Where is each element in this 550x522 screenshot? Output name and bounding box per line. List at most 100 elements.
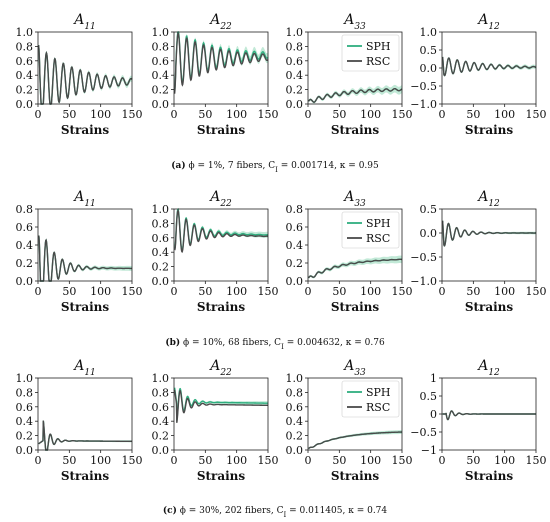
y-tick-label: 0.0 — [16, 275, 34, 288]
x-axis-label: Strains — [465, 469, 514, 483]
y-tick-label: −1.0 — [410, 275, 437, 288]
y-tick-label: 0.8 — [152, 386, 170, 399]
y-tick-label: 1.0 — [16, 26, 34, 39]
y-tick-label: 0.2 — [286, 257, 304, 270]
axes-frame — [173, 31, 269, 105]
y-tick-label: 1 — [430, 372, 437, 385]
panel-r1-c0: A11 0 50 100 150 0.0 0.2 0.4 0.6 0.8 Strains — [16, 189, 143, 314]
y-tick-label: 0.2 — [152, 430, 170, 443]
panel-title: A11 — [72, 189, 96, 209]
x-axis-label: Strains — [331, 300, 380, 314]
legend: SPH RSC — [341, 380, 400, 418]
x-axis-label: Strains — [61, 300, 110, 314]
x-tick-label: 100 — [226, 108, 247, 121]
series-line-rsc — [308, 258, 403, 279]
panel-r0-c2: A33 0 50 100 150 0.00.2 0.40.6 0.81.0 Strains SPH… — [286, 12, 413, 137]
panel-r1-c1: A22 0 50 100 150 0.00.2 0.40.6 0.81.0 Strains — [152, 189, 279, 314]
panel-title: A11 — [72, 358, 96, 378]
y-tick-label: 0.5 — [420, 44, 438, 57]
x-tick-label: 100 — [360, 454, 381, 467]
x-tick-label: 150 — [122, 108, 143, 121]
x-tick-label: 50 — [198, 285, 212, 298]
x-tick-label: 0 — [439, 454, 446, 467]
y-tick-label: −1.0 — [410, 98, 437, 111]
y-tick-label: 0.4 — [286, 69, 304, 82]
panel-r2-c1: A22 0 50 100 150 0.00.2 0.40.6 0.81.0 Strains — [152, 358, 279, 483]
series-line-rsc — [441, 56, 537, 77]
y-tick-label: 0.6 — [16, 55, 34, 68]
panel-r1-c3: A12 0 50 100 150 −1.0 −0.5 0.0 0.5 Strains — [410, 189, 546, 314]
y-tick-label: 0.4 — [152, 246, 170, 259]
series-line-rsc — [37, 235, 132, 282]
axes-frame — [173, 208, 269, 282]
panel-r2-c2: A33 0 50 100 150 0.00.2 0.40.6 0.81.0 Strains SPH… — [286, 358, 413, 483]
y-tick-label: 1.0 — [152, 26, 170, 39]
y-tick-label: 0.0 — [16, 444, 34, 457]
x-tick-label: 50 — [198, 454, 212, 467]
series-line-rsc — [441, 220, 537, 247]
y-tick-label: 0.4 — [286, 415, 304, 428]
x-tick-label: 150 — [526, 285, 547, 298]
sph-confidence-band — [38, 234, 132, 281]
y-tick-label: 0.0 — [420, 227, 438, 240]
panel-title: A22 — [208, 12, 232, 32]
series-line-rsc — [308, 431, 403, 450]
x-axis-label: Strains — [197, 123, 246, 137]
x-tick-label: 50 — [332, 454, 346, 467]
y-tick-label: −0.5 — [410, 426, 437, 439]
y-tick-label: 0.0 — [286, 444, 304, 457]
y-tick-label: 0.2 — [286, 430, 304, 443]
x-tick-label: 0 — [35, 108, 42, 121]
x-tick-label: 100 — [90, 285, 111, 298]
x-tick-label: 0 — [305, 285, 312, 298]
y-tick-label: 0.6 — [152, 401, 170, 414]
legend: SPH RSC — [341, 211, 400, 249]
y-tick-label: 0.8 — [16, 386, 34, 399]
y-tick-label: 0.4 — [16, 239, 34, 252]
panel-title: A22 — [208, 189, 232, 209]
axes-frame — [173, 377, 269, 451]
panel-title: A33 — [342, 12, 366, 32]
y-tick-label: 0.4 — [152, 69, 170, 82]
panel-title: A22 — [208, 358, 232, 378]
y-tick-label: 0.4 — [16, 69, 34, 82]
x-tick-label: 100 — [494, 454, 515, 467]
caption-b: (b) ϕ = 10%, 68 fibers, CI = 0.004632, κ… — [165, 337, 385, 351]
x-tick-label: 0 — [171, 108, 178, 121]
x-tick-label: 50 — [62, 454, 76, 467]
sph-confidence-band — [442, 220, 536, 247]
series-line-sph — [174, 207, 269, 252]
x-tick-label: 100 — [226, 454, 247, 467]
y-tick-label: 0.2 — [16, 257, 34, 270]
legend-label-sph: SPH — [366, 40, 391, 53]
y-tick-label: 0.6 — [152, 55, 170, 68]
caption-c: (c) ϕ = 30%, 202 fibers, CI = 0.011405, … — [163, 505, 388, 519]
y-tick-label: 0 — [430, 408, 437, 421]
y-tick-label: 0.6 — [286, 55, 304, 68]
panel-r2-c3: A12 0 50 100 150 −1 −0.5 0 0.5 1 Strains — [410, 358, 546, 483]
x-tick-label: 150 — [392, 454, 413, 467]
x-tick-label: 150 — [392, 285, 413, 298]
y-tick-label: 0.8 — [286, 40, 304, 53]
series-line-rsc — [173, 389, 268, 423]
panel-r0-c0: A11 0 50 100 150 0.00.2 0.40.6 0.81.0 Strains — [16, 12, 143, 137]
x-axis-label: Strains — [61, 123, 110, 137]
y-tick-label: 0.0 — [16, 98, 34, 111]
y-tick-label: 1.0 — [286, 26, 304, 39]
y-tick-label: 0.8 — [286, 203, 304, 216]
y-tick-label: 0.4 — [16, 415, 34, 428]
y-tick-label: 0.4 — [286, 239, 304, 252]
y-tick-label: 0.2 — [152, 261, 170, 274]
x-tick-label: 150 — [392, 108, 413, 121]
y-tick-label: 0.2 — [286, 84, 304, 97]
panel-r0-c3: A12 0 50 100 150 −1.0 −0.5 0.0 0.5 1.0 Strains — [410, 12, 546, 137]
panel-title: A12 — [476, 189, 500, 209]
y-tick-label: −0.5 — [410, 80, 437, 93]
y-tick-label: 0.0 — [152, 444, 170, 457]
y-tick-label: 0.0 — [152, 98, 170, 111]
x-axis-label: Strains — [61, 469, 110, 483]
legend-box — [341, 34, 400, 72]
series-line-rsc — [308, 87, 403, 103]
y-tick-label: 1.0 — [152, 203, 170, 216]
x-tick-label: 50 — [198, 108, 212, 121]
